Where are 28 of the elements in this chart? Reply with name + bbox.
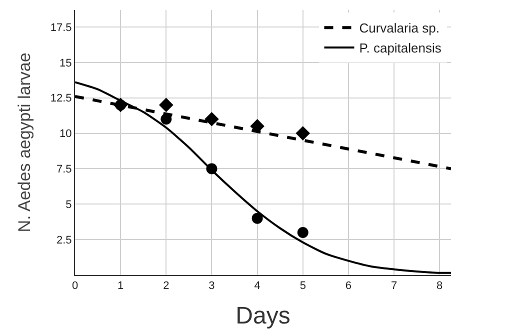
- x-tick-label: 1: [118, 280, 124, 292]
- point: [296, 126, 310, 140]
- x-tick-label: 3: [208, 280, 215, 292]
- x-tick-label: 7: [390, 280, 398, 292]
- legend-label: Curvalaria sp.: [359, 20, 440, 36]
- point: [250, 119, 264, 134]
- point: [160, 114, 172, 125]
- y-tick-label: 15: [60, 57, 72, 70]
- legend-label: P. capitalensis: [359, 40, 442, 56]
- y-axis-title: N. Aedes aegypti larvae: [14, 52, 34, 232]
- y-tick-label: 17.5: [50, 22, 72, 34]
- y-tick-label: 10: [60, 128, 72, 140]
- x-tick-label: 0: [72, 280, 78, 292]
- point: [252, 212, 263, 224]
- x-tick-label: 6: [345, 280, 352, 292]
- y-tick-label: 7.5: [56, 164, 72, 176]
- point: [206, 163, 218, 174]
- y-tick-label: 12.5: [50, 92, 72, 105]
- x-tick-label: 2: [163, 280, 170, 292]
- y-tick-label: 5: [66, 198, 72, 211]
- x-tick-label: 8: [436, 280, 443, 292]
- x-tick-label: 5: [300, 280, 306, 292]
- x-tick-label: 4: [254, 280, 260, 292]
- point: [297, 226, 308, 238]
- x-axis-title: Days: [236, 302, 290, 330]
- point: [204, 112, 219, 126]
- y-tick-label: 2.5: [56, 234, 72, 246]
- point: [159, 98, 174, 112]
